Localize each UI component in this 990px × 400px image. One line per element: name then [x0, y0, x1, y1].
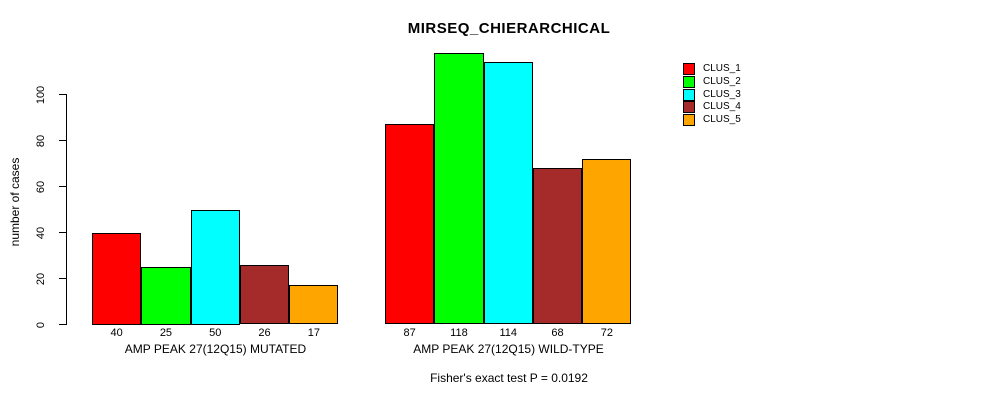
- bar-value-label: 17: [307, 326, 320, 339]
- chart-title: MIRSEQ_CHIERARCHICAL: [407, 20, 611, 37]
- y-tick-mark: [59, 94, 66, 95]
- legend-entry-clus_1: CLUS_1: [683, 63, 741, 76]
- legend-swatch-icon: [683, 76, 695, 89]
- group-label-mutated: AMP PEAK 27(12Q15) MUTATED: [124, 342, 307, 356]
- legend-swatch-icon: [683, 88, 695, 101]
- legend-swatch-icon: [683, 101, 695, 114]
- legend-label: CLUS_5: [703, 114, 741, 126]
- y-tick-label: 60: [35, 180, 47, 193]
- bar-clus_4: [239, 264, 290, 325]
- y-tick-mark: [59, 324, 66, 325]
- legend-entry-clus_5: CLUS_5: [683, 114, 741, 127]
- legend-swatch-icon: [683, 114, 695, 127]
- y-tick-mark: [59, 232, 66, 233]
- bar-clus_3: [483, 62, 533, 325]
- bar-value-label: 25: [159, 326, 173, 339]
- bar-clus_1: [385, 124, 435, 325]
- bar-clus_3: [190, 209, 240, 325]
- y-tick-mark: [59, 278, 66, 279]
- bar-clus_5: [289, 285, 339, 325]
- bar-clus_5: [582, 158, 632, 325]
- bar-value-label: 87: [403, 326, 416, 339]
- legend-swatch-icon: [683, 63, 695, 76]
- legend-entry-clus_2: CLUS_2: [683, 76, 741, 89]
- fisher-test-annotation: Fisher's exact test P = 0.0192: [430, 371, 588, 385]
- legend-label: CLUS_4: [703, 101, 741, 113]
- legend-label: CLUS_1: [703, 63, 741, 75]
- legend-label: CLUS_3: [703, 88, 741, 100]
- y-tick-label: 0: [35, 321, 47, 328]
- group-label-wild-type: AMP PEAK 27(12Q15) WILD-TYPE: [413, 342, 604, 356]
- legend-label: CLUS_2: [703, 76, 741, 88]
- y-tick-label: 100: [35, 85, 47, 104]
- y-tick-label: 40: [35, 226, 47, 239]
- bar-clus_2: [141, 267, 191, 325]
- bar-value-label: 26: [258, 326, 271, 339]
- y-axis-line: [66, 94, 67, 325]
- bar-clus_2: [434, 53, 484, 325]
- bar-value-label: 40: [110, 326, 123, 339]
- bar-value-label: 114: [499, 326, 518, 339]
- legend: CLUS_1 CLUS_2 CLUS_3 CLUS_4 CLUS_5: [683, 63, 741, 127]
- legend-entry-clus_4: CLUS_4: [683, 101, 741, 114]
- legend-entry-clus_3: CLUS_3: [683, 88, 741, 101]
- bar-clus_4: [532, 168, 583, 325]
- bar-value-label: 68: [551, 326, 564, 339]
- y-tick-label: 20: [35, 272, 47, 285]
- bar-value-label: 118: [450, 326, 468, 339]
- y-tick-mark: [59, 186, 66, 187]
- bar-clus_1: [92, 232, 142, 325]
- bar-value-label: 50: [209, 326, 222, 339]
- bar-value-label: 72: [600, 326, 613, 339]
- y-tick-mark: [59, 140, 66, 141]
- y-tick-label: 80: [35, 134, 47, 147]
